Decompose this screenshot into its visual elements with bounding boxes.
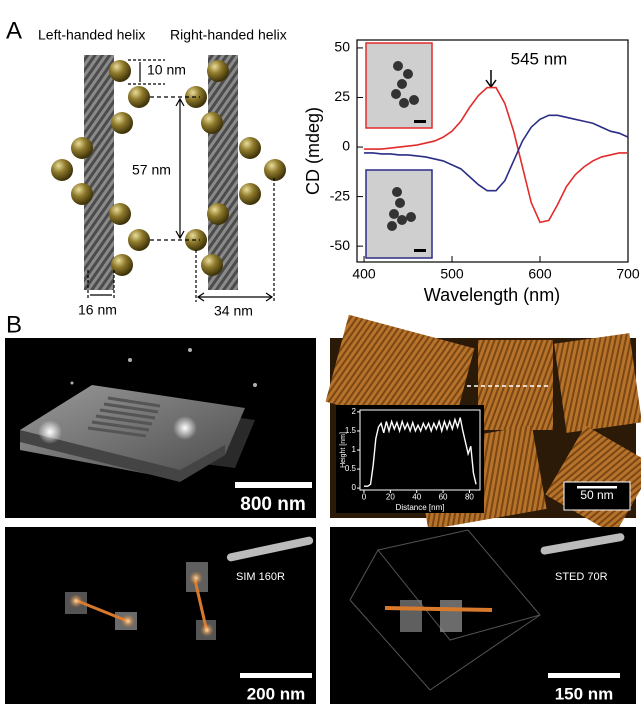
x-tick-label: 600 [528, 265, 552, 281]
annotation-arrow [486, 70, 496, 87]
scale-bar-label: 150 nm [555, 684, 614, 703]
image-sim [5, 527, 316, 704]
dimension-label: 57 nm [132, 162, 171, 178]
y-axis-label: Height [nm] [340, 432, 347, 468]
helix-label: Left-handed helix [38, 27, 145, 43]
dimension-label: 34 nm [214, 303, 253, 319]
y-tick-label: 0 [342, 138, 350, 154]
panel-label: A [6, 17, 22, 44]
y-axis-label: CD (mdeg) [303, 107, 323, 195]
helix-diagram [51, 55, 286, 302]
dimension-label: 16 nm [78, 302, 117, 318]
image-label: SIM 160R [236, 571, 285, 583]
image-3d-model [5, 338, 316, 518]
x-axis-label: Distance [nm] [396, 503, 445, 512]
y-tick-label: -25 [330, 187, 350, 203]
tem-inset [366, 170, 432, 258]
origami-rod [84, 55, 114, 290]
helix-label: Right-handed helix [170, 27, 287, 43]
scale-bar-label: 800 nm [240, 494, 305, 515]
image-label: STED 70R [555, 571, 608, 583]
y-tick-label: 50 [334, 39, 350, 55]
figure: A Left-handed helix Right-handed helix 1… [0, 0, 641, 704]
image-sted [330, 527, 636, 704]
x-tick-label: 500 [440, 265, 464, 281]
x-axis-label: Wavelength (nm) [424, 285, 560, 305]
x-tick-label: 400 [352, 265, 376, 281]
x-tick-label: 80 [465, 492, 474, 501]
scale-bar-label: 50 nm [580, 488, 613, 502]
y-tick-label: 25 [334, 88, 350, 104]
x-tick-label: 20 [386, 492, 395, 501]
scale-bar-label: 200 nm [247, 684, 306, 703]
dimension-label: 10 nm [147, 62, 186, 78]
panel-label: B [6, 311, 22, 338]
tem-inset [366, 43, 432, 128]
y-tick-label: 1 [352, 445, 357, 454]
x-tick-label: 40 [412, 492, 421, 501]
x-tick-label: 60 [439, 492, 448, 501]
x-tick-label: 700 [616, 265, 640, 281]
y-tick-label: 2 [352, 407, 357, 416]
y-tick-label: -50 [330, 237, 350, 253]
annotation: 545 nm [511, 49, 568, 68]
y-tick-label: 0.5 [345, 464, 357, 473]
y-tick-label: 0 [352, 483, 357, 492]
x-tick-label: 0 [362, 492, 367, 501]
y-tick-label: 1.5 [345, 426, 357, 435]
